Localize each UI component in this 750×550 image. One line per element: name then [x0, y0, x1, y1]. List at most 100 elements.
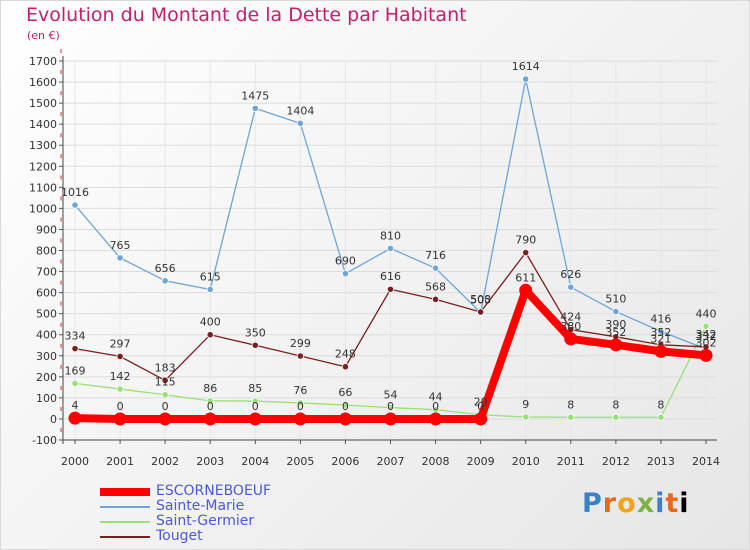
data-label: 8 [612, 398, 619, 411]
data-point [116, 352, 124, 361]
data-point [71, 345, 79, 353]
data-point [477, 308, 485, 316]
data-point [251, 397, 259, 405]
y-tick-label: 1100 [29, 181, 57, 194]
unit-label: (en €) [27, 29, 60, 42]
data-label: 0 [252, 400, 259, 413]
data-label: 0 [387, 400, 394, 413]
y-tick-label: 900 [36, 223, 57, 236]
data-label: 115 [155, 376, 176, 389]
data-label: 142 [110, 370, 131, 383]
y-tick-label: 100 [36, 392, 57, 405]
data-point [251, 341, 259, 349]
data-label: 20 [474, 396, 488, 409]
logo-letter: o [617, 488, 637, 519]
data-label: 615 [200, 270, 221, 283]
data-label: 390 [605, 318, 626, 331]
y-tick-label: 300 [36, 350, 57, 363]
data-label: 616 [380, 270, 401, 283]
x-tick-label: 2008 [422, 455, 450, 468]
data-point [341, 363, 350, 371]
legend-label: Saint-Germier [156, 513, 255, 529]
x-tick-label: 2007 [377, 455, 405, 468]
data-label: 611 [515, 271, 536, 284]
data-label: 85 [248, 382, 262, 395]
data-point [338, 412, 352, 426]
x-tick-label: 2005 [286, 455, 314, 468]
data-point [522, 413, 530, 421]
y-tick-label: 500 [36, 308, 57, 321]
y-tick-label: 600 [36, 287, 57, 300]
data-point [612, 307, 620, 316]
data-point [293, 412, 307, 426]
y-tick-label: 200 [36, 371, 57, 384]
data-point [702, 322, 710, 330]
x-tick-label: 2014 [692, 455, 720, 468]
data-point [657, 327, 665, 335]
legend-swatch [100, 506, 150, 508]
data-label: 1475 [241, 89, 269, 102]
data-label: 4 [72, 399, 79, 412]
data-label: 510 [605, 293, 626, 306]
logo-letter: r [602, 488, 618, 519]
logo-letter: t [665, 488, 680, 519]
data-point [68, 411, 82, 425]
data-point [116, 254, 124, 262]
data-point [161, 376, 169, 385]
data-point [341, 270, 350, 278]
data-point [612, 413, 620, 421]
legend-swatch [100, 536, 150, 538]
data-point [384, 412, 397, 426]
data-label: 380 [560, 320, 581, 333]
data-label: 350 [245, 326, 266, 339]
series-group [68, 75, 713, 426]
data-label: 440 [696, 307, 717, 320]
data-point [71, 201, 79, 209]
x-tick-label: 2000 [61, 455, 89, 468]
data-label: 321 [650, 332, 671, 345]
data-label: 0 [477, 400, 484, 413]
line-chart: -100010020030040050060070080090010001100… [29, 49, 720, 468]
chart-title: Evolution du Montant de la Dette par Hab… [26, 4, 467, 26]
data-point [113, 412, 127, 426]
data-point [474, 412, 488, 426]
data-label: 810 [380, 229, 401, 242]
data-labels: 1016 765 656 615 1475 1404 690 810 716 505 1614 626… [61, 60, 717, 413]
data-point [296, 399, 304, 407]
data-point [519, 283, 533, 297]
data-label: 8 [567, 398, 574, 411]
data-point [522, 249, 530, 257]
data-label: 1404 [286, 104, 314, 117]
data-point [116, 385, 124, 393]
data-point [251, 104, 259, 112]
data-label: 248 [335, 348, 356, 361]
x-tick-label: 2012 [602, 455, 630, 468]
data-label: 299 [290, 337, 311, 350]
data-point [564, 332, 578, 346]
data-label: 0 [162, 400, 169, 413]
data-point [522, 75, 530, 83]
data-point [296, 119, 304, 127]
proxiti-logo: Proxiti [582, 488, 690, 519]
data-label: 66 [338, 386, 352, 399]
data-point [609, 338, 623, 352]
data-label: 342 [696, 328, 717, 341]
x-tick-label: 2001 [106, 455, 134, 468]
data-label: 0 [117, 400, 124, 413]
data-point [657, 413, 665, 421]
data-point [161, 391, 169, 399]
data-label: 44 [429, 391, 443, 404]
data-label: 1016 [61, 186, 89, 199]
data-point [567, 413, 575, 421]
legend-swatch [100, 488, 150, 496]
legend-label: Touget [156, 528, 203, 544]
data-label: 508 [470, 293, 491, 306]
data-label: 169 [65, 364, 86, 377]
data-label: 302 [696, 336, 717, 349]
y-tick-label: 700 [36, 266, 57, 279]
y-axis-ticks: -100 0 100 200 300 400 500 600 700 800 900 1000 1100… [29, 55, 63, 447]
x-axis-ticks: 2000 2001 2002 2003 2004 2005 2006 2007 2008 2009… [61, 440, 720, 468]
data-label: 400 [200, 316, 221, 329]
data-point [158, 412, 172, 426]
x-tick-label: 2006 [331, 455, 359, 468]
